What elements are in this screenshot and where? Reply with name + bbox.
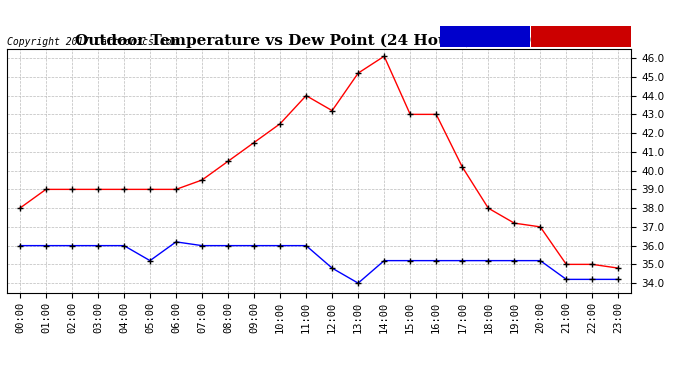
Title: Outdoor Temperature vs Dew Point (24 Hours) 20170328: Outdoor Temperature vs Dew Point (24 Hou… bbox=[75, 33, 563, 48]
Text: Copyright 2017 Cartronics.com: Copyright 2017 Cartronics.com bbox=[7, 37, 177, 47]
Text: Temperature (°F): Temperature (°F) bbox=[534, 32, 629, 42]
Text: Dew Point (°F): Dew Point (°F) bbox=[445, 32, 525, 42]
